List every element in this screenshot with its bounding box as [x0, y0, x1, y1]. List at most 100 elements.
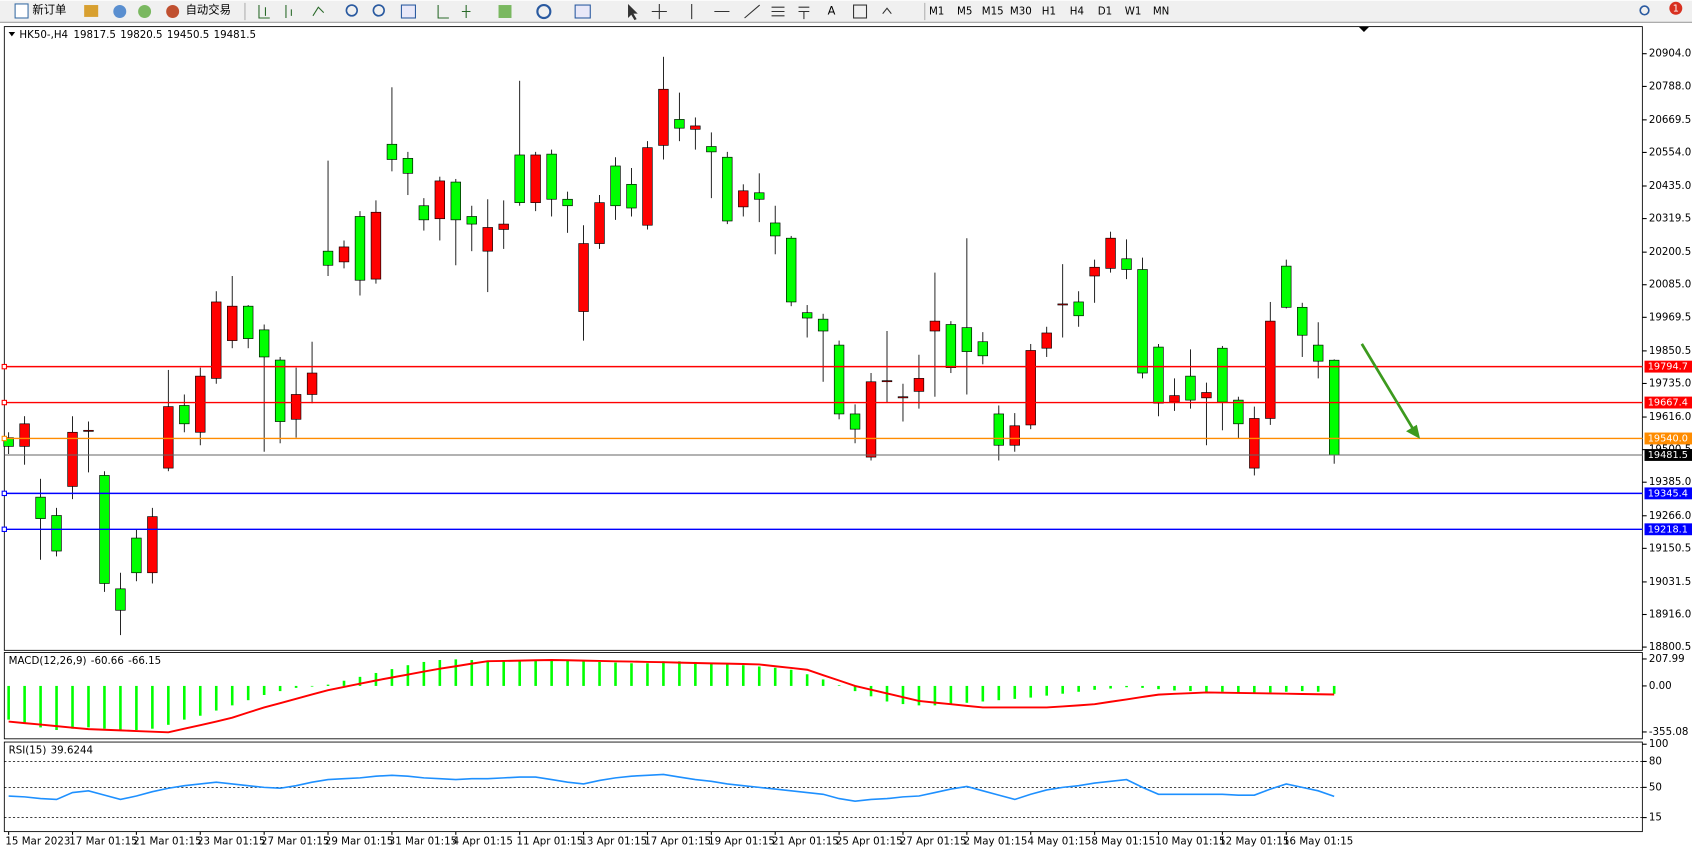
timeframe-button[interactable]: D1 [1098, 6, 1112, 18]
candle-body [179, 405, 190, 425]
current-price-box [1644, 449, 1692, 461]
y-tick-label: 50 [1649, 781, 1662, 793]
macd-bar [534, 660, 537, 686]
auto-trading-button[interactable]: 自动交易 [186, 2, 231, 16]
candle-body [115, 588, 126, 611]
y-tick-label: 19969.5 [1649, 311, 1691, 323]
period-icon[interactable] [536, 3, 552, 20]
text-tool[interactable]: A [828, 4, 836, 18]
macd-bar [869, 685, 873, 697]
candle-body [1105, 237, 1116, 269]
macd-bar [1189, 685, 1192, 692]
timeframe-button[interactable]: W1 [1125, 6, 1142, 18]
price-label-box [1644, 360, 1692, 373]
macd-bar [598, 661, 601, 686]
rsi-value: 39.6244 [51, 745, 93, 757]
macd-bar [821, 679, 825, 686]
notification-badge[interactable] [1669, 1, 1683, 15]
y-tick-label: 100 [1649, 738, 1669, 750]
macd-bar [119, 685, 122, 731]
candle-body [1233, 399, 1244, 425]
macd-bar [853, 685, 857, 692]
toolbar-icon[interactable] [84, 5, 99, 17]
candle-body [243, 305, 254, 339]
x-tick-label: 16 May 01:15 [1283, 835, 1353, 847]
y-tick-label: 15 [1649, 812, 1662, 824]
timeframe-button[interactable]: H4 [1070, 6, 1084, 18]
macd-bar [7, 685, 10, 720]
macd-bar [1029, 685, 1033, 698]
price-label-box [1644, 396, 1692, 409]
timeframe-button[interactable]: M15 [982, 6, 1004, 18]
zoom-out-icon[interactable] [372, 4, 385, 17]
candle-body [945, 324, 957, 368]
main-panel [3, 26, 1643, 651]
tile-icon[interactable] [400, 4, 416, 19]
timeframe-button[interactable]: H1 [1042, 6, 1056, 18]
macd-bar [1109, 685, 1112, 689]
candle-body [498, 223, 509, 230]
toolbar-icon[interactable] [138, 5, 152, 18]
arrow-tool[interactable] [882, 7, 892, 15]
macd-bar [71, 685, 74, 729]
drawing-tools[interactable] [651, 3, 810, 20]
chart-type-icons[interactable] [258, 5, 325, 19]
timeframe-button[interactable]: M1 [929, 6, 944, 18]
template-icon[interactable] [574, 4, 591, 19]
label-tool[interactable] [853, 4, 868, 19]
macd-bar [949, 685, 953, 705]
candle-body [913, 378, 925, 392]
macd-bar [1269, 685, 1272, 693]
candle-body [530, 154, 541, 203]
timeframe-button[interactable]: M5 [957, 6, 972, 18]
timeframe-button[interactable]: MN [1153, 6, 1170, 18]
macd-bar [358, 676, 362, 686]
candle-body [322, 250, 334, 266]
x-tick-label: 25 Apr 01:15 [836, 835, 903, 847]
macd-bar [1077, 685, 1080, 692]
notification-count: 1 [1673, 3, 1679, 14]
candle-body [338, 246, 350, 263]
timeframe-button[interactable]: M30 [1010, 6, 1032, 18]
macd-bar [278, 685, 282, 692]
macd-bar [1141, 685, 1144, 688]
macd-bar [1125, 685, 1128, 688]
chart-layer: 20904.0 20788.0 20669.5 20554.0 20435.0 20319… [1, 48, 1692, 847]
y-tick-label: 19616.0 [1649, 411, 1691, 423]
candle-body [1185, 375, 1196, 401]
candle-body [738, 190, 749, 208]
candle-body [211, 301, 222, 379]
macd-bar [183, 685, 186, 720]
indicator-icon[interactable] [498, 5, 512, 18]
macd-bar [757, 666, 761, 686]
candle-body [961, 327, 973, 352]
search-icon[interactable] [1639, 5, 1650, 16]
x-tick-label: 21 Apr 01:15 [772, 835, 839, 847]
x-tick-label: 21 Mar 01:15 [133, 835, 201, 847]
candle-body [227, 305, 238, 341]
macd-bar [23, 685, 26, 724]
toolbar-icon[interactable] [113, 5, 127, 18]
macd-bar [550, 659, 553, 686]
y-tick-label: 18916.0 [1649, 609, 1691, 621]
x-tick-label: 4 May 01:15 [1028, 835, 1092, 847]
rsi-line [8, 773, 1335, 803]
current-price-label: 19481.5 [1648, 450, 1688, 461]
new-order-icon[interactable] [14, 3, 29, 19]
auto-trading-icon[interactable] [166, 5, 180, 18]
toolbar-icons[interactable] [437, 5, 471, 19]
new-order-button[interactable]: 新订单 [32, 2, 66, 16]
candle-body [690, 125, 701, 130]
macd-bar [678, 661, 681, 686]
cursor-icon[interactable] [628, 3, 638, 21]
signal-value: -66.15 [128, 655, 161, 667]
candle-body [163, 406, 174, 469]
candle-body [1313, 344, 1324, 362]
candle-body [147, 516, 158, 574]
zoom-in-icon[interactable] [345, 4, 358, 17]
symbol-menu[interactable] [8, 32, 16, 37]
candle-body [722, 156, 733, 222]
macd-bar [1300, 685, 1304, 692]
